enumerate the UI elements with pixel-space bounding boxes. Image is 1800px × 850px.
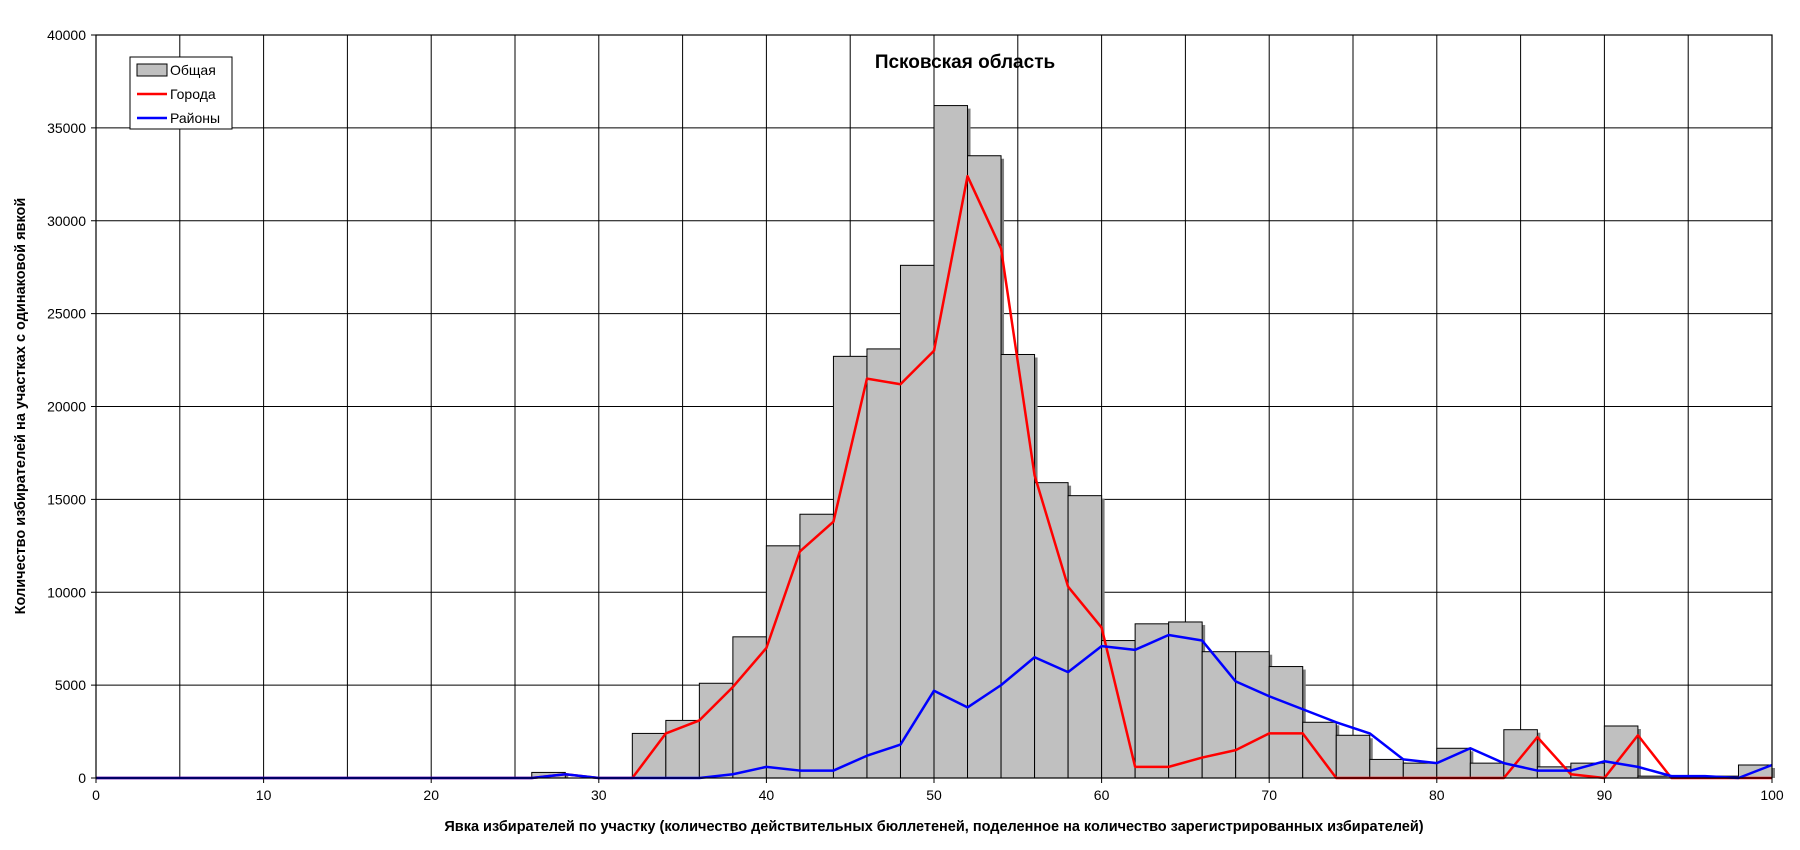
x-tick-label: 100 [1760, 787, 1784, 803]
bar [765, 545, 801, 779]
x-tick-label: 0 [92, 787, 100, 803]
y-tick-label: 10000 [47, 584, 86, 600]
x-tick-label: 20 [423, 787, 439, 803]
legend-label-cities: Города [170, 86, 216, 102]
bar [732, 636, 767, 779]
bar [799, 513, 834, 779]
bar [1134, 623, 1170, 779]
y-tick-label: 0 [78, 770, 86, 786]
x-tick-label: 60 [1094, 787, 1110, 803]
x-tick-label: 80 [1429, 787, 1445, 803]
bar [1067, 495, 1103, 779]
y-tick-label: 40000 [47, 27, 86, 43]
bar [698, 682, 734, 779]
bar [866, 348, 901, 779]
x-tick-label: 50 [926, 787, 942, 803]
y-tick-label: 20000 [47, 399, 86, 415]
bar [1101, 640, 1136, 779]
x-tick-label: 70 [1261, 787, 1277, 803]
series-line-districts [96, 633, 1773, 780]
bar [1268, 666, 1304, 779]
bar [967, 155, 1002, 779]
legend-label-total: Общая [170, 62, 216, 78]
legend-label-districts: Районы [170, 110, 220, 126]
bar [1402, 762, 1438, 779]
series-lines [96, 174, 1773, 780]
bar [832, 355, 868, 779]
bar [665, 719, 700, 779]
bar [1335, 734, 1371, 779]
chart-title: Псковская область [875, 52, 1055, 73]
series-line-cities [96, 174, 1772, 780]
x-tick-label: 10 [256, 787, 272, 803]
x-tick-label: 30 [591, 787, 607, 803]
bar [1369, 758, 1404, 779]
y-tick-label: 5000 [55, 677, 86, 693]
bar [1000, 353, 1036, 779]
x-axis-title: Явка избирателей по участку (количество … [444, 819, 1423, 835]
axis-ticks: 0 10 20 30 40 50 60 70 80 90 100 0 5000 10000 15000 200… [47, 27, 1784, 803]
y-tick-label: 15000 [47, 491, 86, 507]
bar [1436, 747, 1471, 779]
y-tick-label: 35000 [47, 120, 86, 136]
bar [1469, 762, 1505, 779]
bar [1168, 621, 1203, 779]
bar [1235, 651, 1270, 779]
bar [899, 264, 935, 779]
x-tick-label: 40 [759, 787, 775, 803]
legend-swatch-total [136, 63, 168, 77]
x-tick-label: 90 [1597, 787, 1613, 803]
y-tick-label: 30000 [47, 213, 86, 229]
bar [933, 105, 969, 779]
legend: Общая Города Районы [129, 56, 233, 130]
bar [1201, 651, 1237, 779]
y-tick-label: 25000 [47, 306, 86, 322]
y-axis-title: Количество избирателей на участках с оди… [13, 198, 29, 615]
